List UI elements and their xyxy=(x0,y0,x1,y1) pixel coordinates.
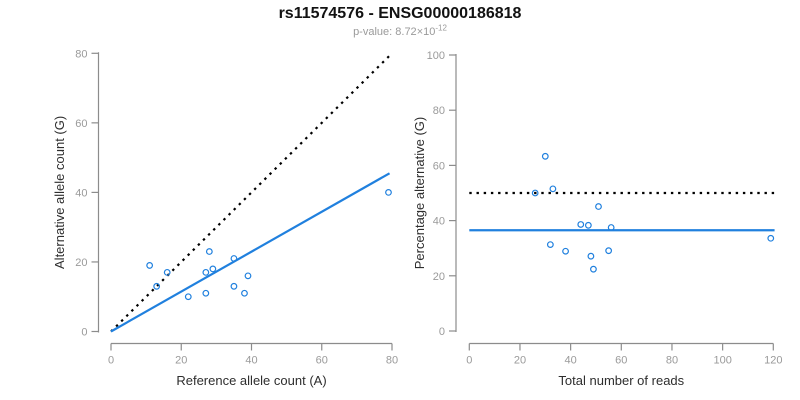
data-point xyxy=(202,268,210,276)
pvalue-mantissa: 8.72 xyxy=(395,26,417,38)
x-tick-label: 120 xyxy=(764,355,782,367)
data-point xyxy=(205,248,213,255)
data-point xyxy=(153,282,161,290)
x-tick-label: 20 xyxy=(514,355,526,367)
data-point xyxy=(546,241,554,249)
pvalue-times-ten: ×10 xyxy=(416,26,436,38)
data-point xyxy=(244,272,252,280)
x-tick-label: 60 xyxy=(615,355,627,367)
y-tick-label: 100 xyxy=(427,50,445,62)
x-axis-title: Reference allele count (A) xyxy=(176,373,326,388)
data-point xyxy=(605,247,613,255)
data-point xyxy=(230,282,238,290)
chart-percentage-vs-reads: 0 20 40 60 80 100 0 20 40 60 80 100 120 Total number … xyxy=(412,50,782,388)
x-tick-label: 40 xyxy=(565,355,577,367)
data-point xyxy=(584,221,592,229)
y-axis-title: Alternative allele count (G) xyxy=(52,116,67,269)
data-point xyxy=(146,262,154,269)
y-tick-label: 60 xyxy=(433,160,445,172)
x-tick-label: 80 xyxy=(666,355,678,367)
data-point xyxy=(184,293,192,301)
y-tick-label: 80 xyxy=(75,48,87,60)
data-point xyxy=(202,289,210,297)
y-tick-label: 0 xyxy=(439,326,445,338)
data-point xyxy=(549,185,557,193)
y-tick-label: 40 xyxy=(433,216,445,228)
y-axis-title: Percentage alternative (G) xyxy=(412,117,427,269)
x-tick-label: 100 xyxy=(713,355,731,367)
data-point xyxy=(531,189,539,197)
figure-title: rs11574576 - ENSG00000186818 xyxy=(278,5,522,22)
y-tick-label: 20 xyxy=(75,257,87,269)
data-point xyxy=(163,268,171,276)
data-point xyxy=(209,265,217,273)
x-tick-label: 0 xyxy=(466,355,472,367)
chart-allele-counts: 0 20 40 60 80 0 20 40 60 80 Reference allele count… xyxy=(52,48,398,388)
x-tick-label: 0 xyxy=(108,355,114,367)
data-point xyxy=(607,224,615,231)
data-point xyxy=(385,188,392,196)
y-tick-label: 20 xyxy=(433,271,445,283)
data-point xyxy=(241,289,248,297)
x-tick-label: 40 xyxy=(245,355,257,367)
data-point xyxy=(767,234,775,242)
figure-subtitle: p-value: 8.72×10-12 xyxy=(0,23,800,38)
data-point xyxy=(595,203,602,210)
data-point xyxy=(577,221,585,228)
y-tick-label: 40 xyxy=(75,187,87,199)
x-tick-label: 20 xyxy=(175,355,187,367)
data-point xyxy=(587,252,595,260)
data-point xyxy=(562,247,569,255)
data-point xyxy=(590,265,597,273)
data-point xyxy=(230,255,238,262)
pvalue-label: p-value: xyxy=(353,26,396,38)
y-tick-label: 60 xyxy=(75,118,87,130)
x-tick-label: 80 xyxy=(386,355,398,367)
pvalue-exponent: -12 xyxy=(435,23,447,33)
x-axis-title: Total number of reads xyxy=(558,373,684,388)
regression-line xyxy=(110,172,391,333)
y-tick-label: 0 xyxy=(81,327,87,339)
x-tick-label: 60 xyxy=(316,355,328,367)
data-point xyxy=(541,152,549,160)
y-tick-label: 80 xyxy=(433,105,445,117)
identity-line xyxy=(110,54,392,333)
